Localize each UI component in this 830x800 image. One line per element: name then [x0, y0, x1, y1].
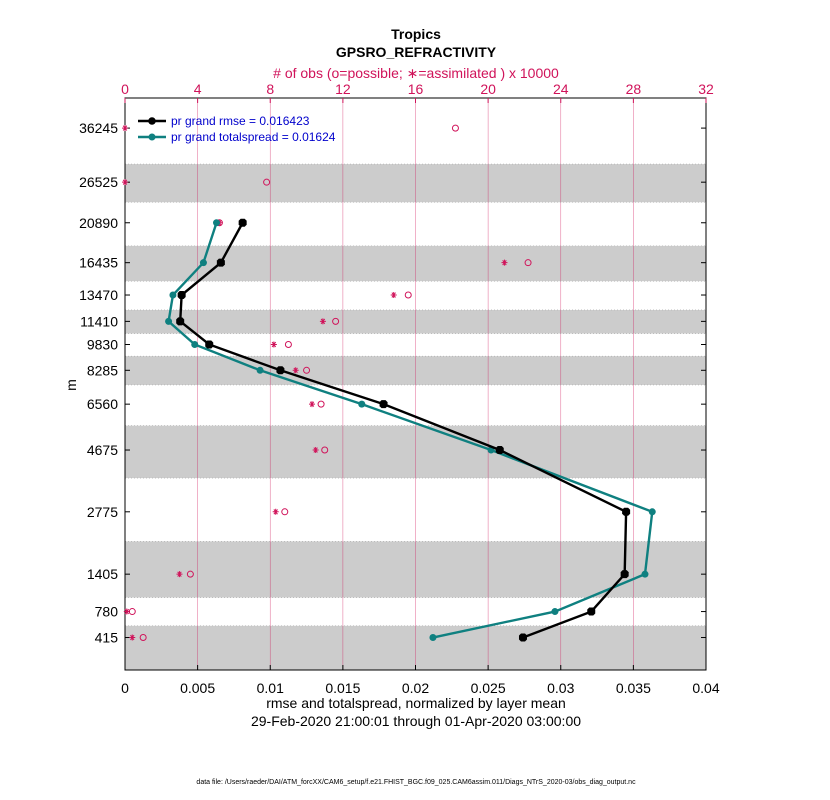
- rmse-point: [276, 366, 285, 375]
- rmse-point: [238, 218, 247, 227]
- legend-label: pr grand totalspread = 0.01624: [171, 130, 336, 144]
- obs-possible-marker: [281, 508, 289, 516]
- obs-possible-marker: [317, 400, 325, 408]
- obs-assimilated-marker: [319, 318, 326, 325]
- y-tick-label: 26525: [79, 174, 118, 190]
- top-tick-label: 4: [194, 81, 202, 97]
- y-tick-label: 2775: [87, 504, 118, 520]
- obs-assimilated-marker: [270, 341, 277, 348]
- top-tick-label: 0: [121, 81, 129, 97]
- top-tick-label: 24: [553, 81, 569, 97]
- chart-subtitle: GPSRO_REFRACTIVITY: [336, 44, 497, 60]
- obs-assimilated-marker: [176, 571, 183, 578]
- obs-possible-marker: [404, 291, 412, 299]
- totalspread-point: [191, 340, 199, 348]
- top-tick-label: 12: [335, 81, 351, 97]
- rmse-point: [587, 607, 596, 616]
- totalspread-point: [199, 259, 207, 267]
- legend-label: pr grand rmse = 0.016423: [171, 114, 310, 128]
- y-tick-label: 9830: [87, 336, 118, 352]
- totalspread-point: [213, 219, 221, 227]
- obs-possible-marker: [284, 340, 292, 348]
- x-tick-label: 0.035: [616, 680, 651, 696]
- top-tick-label: 20: [480, 81, 496, 97]
- obs-possible-marker: [451, 124, 459, 132]
- top-axis-label: # of obs (o=possible; ∗=assimilated ) x …: [273, 65, 559, 81]
- rmse-point: [177, 291, 186, 300]
- x-axis-date-range: 29-Feb-2020 21:00:01 through 01-Apr-2020…: [251, 713, 581, 729]
- chart-title: Tropics: [391, 26, 441, 42]
- obs-assimilated-marker: [292, 367, 299, 374]
- obs-assimilated-marker: [123, 608, 130, 615]
- obs-assimilated-marker: [129, 634, 136, 641]
- obs-assimilated-marker: [122, 125, 128, 132]
- rmse-point: [518, 633, 527, 642]
- y-tick-label: 20890: [79, 215, 118, 231]
- x-axis-label: rmse and totalspread, normalized by laye…: [266, 695, 566, 711]
- y-tick-label: 4675: [87, 442, 118, 458]
- x-tick-label: 0.01: [257, 680, 284, 696]
- top-tick-label: 28: [626, 81, 642, 97]
- y-tick-label: 16435: [79, 255, 118, 271]
- totalspread-point: [165, 317, 173, 325]
- rmse-point: [205, 340, 214, 349]
- y-tick-label: 11410: [80, 313, 118, 329]
- x-tick-label: 0.025: [471, 680, 506, 696]
- x-tick-label: 0.03: [547, 680, 574, 696]
- rmse-point: [620, 570, 629, 579]
- obs-assimilated-marker: [309, 401, 316, 408]
- rmse-point: [495, 446, 504, 455]
- totalspread-point: [256, 366, 264, 374]
- obs-possible-marker: [524, 259, 532, 267]
- totalspread-point: [641, 570, 649, 578]
- plot-area: 0 0.005 0.01 0.015 0.02 0.025 0.03 0.035 0.04 0 4 8…: [79, 81, 720, 696]
- obs-possible-marker: [332, 317, 340, 325]
- rmse-point: [216, 258, 225, 267]
- totalspread-point: [551, 608, 559, 616]
- obs-possible-marker: [263, 178, 271, 186]
- obs-assimilated-marker: [390, 292, 397, 299]
- legend-rmse-marker: [148, 117, 156, 125]
- obs-assimilated-marker: [501, 259, 508, 266]
- y-tick-label: 415: [95, 630, 119, 646]
- obs-assimilated-marker: [122, 179, 128, 186]
- x-tick-label: 0.04: [692, 680, 719, 696]
- obs-possible-marker: [303, 366, 311, 374]
- totalspread-point: [358, 400, 366, 408]
- x-tick-label: 0.02: [402, 680, 429, 696]
- y-tick-label: 780: [95, 604, 119, 620]
- obs-assimilated-marker: [272, 508, 279, 515]
- y-tick-label: 36245: [79, 120, 118, 136]
- y-tick-label: 13470: [79, 287, 118, 303]
- totalspread-line: [167, 222, 654, 639]
- totalspread-point: [169, 291, 177, 299]
- y-tick-label: 6560: [87, 396, 118, 412]
- obs-possible-marker: [139, 634, 147, 642]
- y-tick-label: 8285: [87, 362, 118, 378]
- y-tick-label: 1405: [87, 566, 118, 582]
- totalspread-point: [429, 634, 437, 642]
- data-file-footnote: data file: /Users/raeder/DAI/ATM_forcXX/…: [196, 779, 636, 786]
- top-tick-label: 32: [698, 81, 714, 97]
- top-tick-label: 16: [408, 81, 424, 97]
- y-axis-label: m: [63, 379, 79, 391]
- x-tick-label: 0.005: [180, 680, 215, 696]
- top-tick-label: 8: [266, 81, 274, 97]
- totalspread-point: [648, 508, 656, 516]
- obs-possible-marker: [186, 570, 194, 578]
- x-tick-label: 0: [121, 680, 129, 696]
- obs-assimilated-marker: [312, 447, 319, 454]
- rmse-point: [622, 507, 631, 516]
- rmse-point: [176, 317, 185, 326]
- rmse-point: [379, 400, 388, 409]
- legend-totalspread-marker: [148, 133, 156, 141]
- x-tick-label: 0.015: [325, 680, 360, 696]
- obs-possible-marker: [321, 446, 329, 454]
- rmse-line: [178, 222, 628, 639]
